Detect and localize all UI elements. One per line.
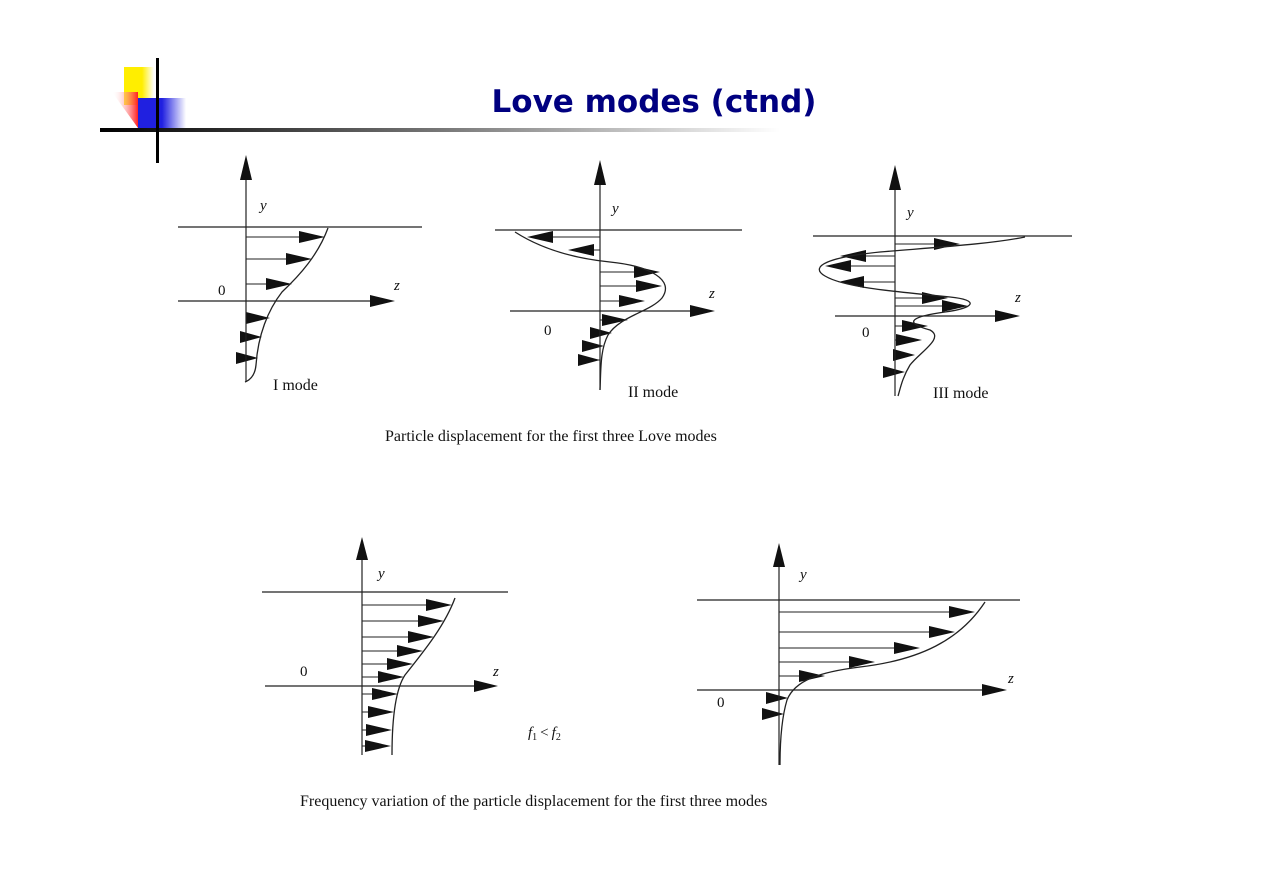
high-freq-z-label: z — [1007, 671, 1014, 687]
mode1-label: I mode — [273, 377, 318, 394]
displacement-arrowhead — [602, 314, 628, 326]
low-freq-curve — [391, 597, 456, 756]
displacement-arrowhead — [378, 671, 404, 683]
mode3-z-label: z — [1014, 290, 1021, 306]
high-freq-curve — [779, 601, 986, 766]
displacement-arrowhead — [893, 349, 915, 361]
low-freq-y-label: y — [376, 566, 385, 582]
displacement-arrowhead — [368, 706, 394, 718]
displacement-arrowhead — [619, 295, 645, 307]
displacement-arrowhead — [766, 692, 788, 704]
diagram-arrows — [236, 231, 975, 752]
displacement-arrowhead — [236, 352, 258, 364]
displacement-arrowhead — [929, 626, 955, 638]
displacement-arrowhead — [942, 300, 968, 312]
mode2-y-label: y — [610, 201, 619, 217]
displacement-arrowhead — [894, 642, 920, 654]
displacement-curves — [244, 227, 1026, 766]
displacement-arrowhead — [762, 708, 784, 720]
displacement-arrowhead — [799, 670, 825, 682]
mode2-label: II mode — [628, 384, 678, 401]
displacement-arrowhead — [246, 312, 270, 324]
displacement-arrowhead — [849, 656, 875, 668]
displacement-arrowhead — [527, 231, 553, 243]
displacement-arrowhead — [286, 253, 312, 265]
mode1-z-label: z — [393, 278, 400, 294]
high-freq-y-label: y — [798, 567, 807, 583]
displacement-arrowhead — [634, 266, 660, 278]
displacement-arrowhead — [582, 340, 604, 352]
axes — [178, 175, 1072, 765]
mode3-y-label: y — [905, 205, 914, 221]
displacement-arrowhead — [426, 599, 452, 611]
mode2-z-label: z — [708, 286, 715, 302]
figure1-labels: y z 0 I mode y z 0 II mode y z 0 III mod… — [218, 198, 1021, 445]
displacement-arrowhead — [366, 724, 392, 736]
figure2-labels: y z 0 f1 < f2 y z 0 Frequency variation of… — [300, 566, 1014, 810]
high-freq-origin-label: 0 — [717, 695, 725, 711]
displacement-arrowhead — [568, 244, 594, 256]
displacement-arrowhead — [299, 231, 325, 243]
displacement-arrowhead — [418, 615, 444, 627]
low-freq-z-label: z — [492, 664, 499, 680]
displacement-arrowhead — [838, 276, 864, 288]
mode1-origin-label: 0 — [218, 283, 226, 299]
displacement-arrowhead — [883, 366, 905, 378]
displacement-arrowhead — [590, 327, 612, 339]
displacement-arrowhead — [365, 740, 391, 752]
mode3-label: III mode — [933, 385, 989, 402]
displacement-arrowhead — [266, 278, 292, 290]
title-rule — [100, 128, 780, 132]
displacement-arrowhead — [387, 658, 413, 670]
axis-arrowheads — [240, 155, 1020, 696]
mode3-origin-label: 0 — [862, 325, 870, 341]
displacement-arrowhead — [825, 260, 851, 272]
displacement-arrowhead — [934, 238, 960, 250]
displacement-arrowhead — [372, 688, 398, 700]
low-freq-origin-label: 0 — [300, 664, 308, 680]
mode3-curve — [818, 236, 1026, 397]
frequency-relation: f1 < f2 — [528, 725, 561, 743]
displacement-arrowhead — [902, 320, 928, 332]
page-title: Love modes (ctnd) — [491, 84, 817, 120]
displacement-arrowhead — [636, 280, 662, 292]
mode2-curve — [514, 231, 667, 391]
displacement-arrowhead — [578, 354, 600, 366]
mode1-y-label: y — [258, 198, 267, 214]
displacement-arrowhead — [896, 334, 922, 346]
figure1-caption: Particle displacement for the first thre… — [385, 428, 717, 445]
slide-logo — [100, 58, 780, 163]
mode1-curve — [244, 227, 329, 383]
displacement-arrowhead — [949, 606, 975, 618]
figure2-caption: Frequency variation of the particle disp… — [300, 793, 767, 810]
displacement-arrowhead — [397, 645, 423, 657]
mode2-origin-label: 0 — [544, 323, 552, 339]
displacement-arrowhead — [408, 631, 434, 643]
